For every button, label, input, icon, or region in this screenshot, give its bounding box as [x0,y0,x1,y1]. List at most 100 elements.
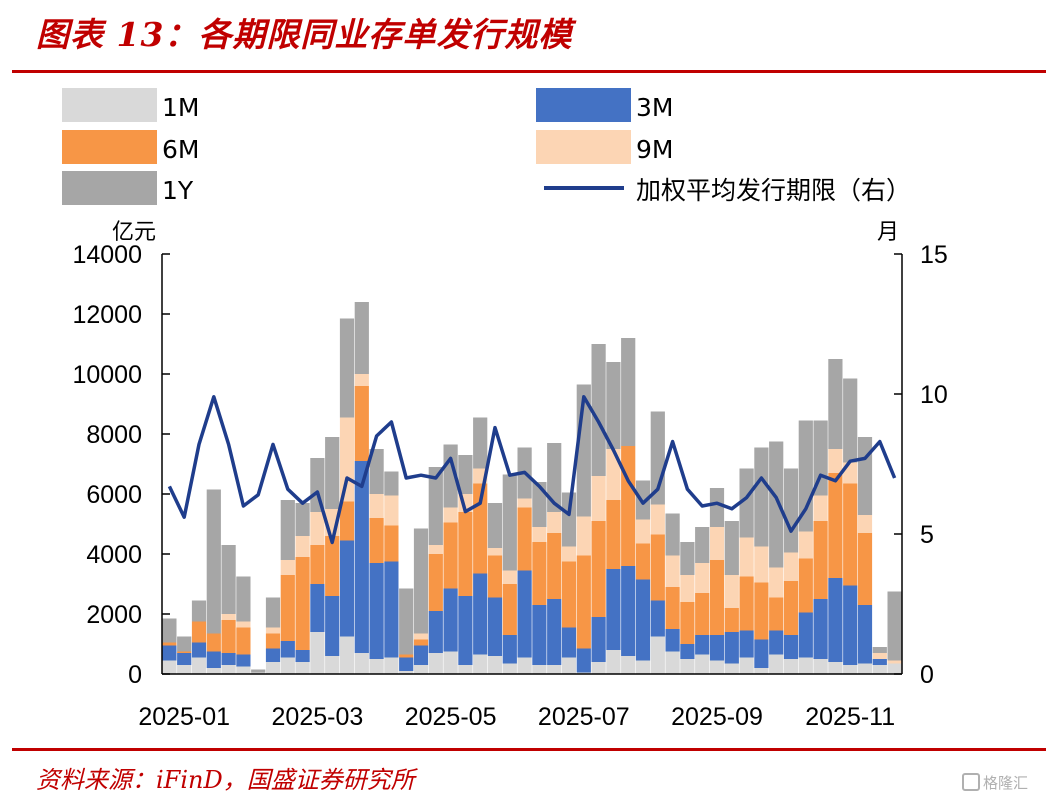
bar-6M-12 [325,536,340,596]
bar-1M-8 [265,662,281,674]
bar-3M-33 [635,579,651,661]
legend: 1M 3M 6M 9M 1Y 加权平均发行期限（右） [62,88,911,205]
bar-9M-31 [606,449,621,500]
bar-1Y-5 [221,545,236,614]
bar-6M-42 [769,597,784,631]
bar-1M-14 [354,653,369,674]
bar-1M-34 [650,636,665,674]
bar-6M-3 [191,621,207,643]
bar-6M-27 [547,533,562,599]
bar-9M-14 [354,374,369,386]
bar-9M-19 [428,545,443,554]
bar-1Y-43 [783,468,799,553]
legend-label: 1Y [162,176,194,205]
bar-1Y-48 [857,437,873,515]
bar-6M-47 [843,483,858,586]
bar-1M-21 [458,665,473,674]
bar-6M-25 [517,507,532,571]
bar-1M-12 [325,656,340,674]
bar-1Y-31 [606,362,621,449]
bar-9M-45 [813,495,828,521]
bar-6M-21 [458,512,473,596]
bar-1M-23 [487,656,503,674]
bar-3M-8 [265,648,281,662]
bar-1Y-2 [177,636,192,652]
bar-6M-11 [310,545,325,584]
legend-swatch [62,88,157,122]
bar-3M-24 [502,635,517,664]
source-rule [12,748,1046,751]
left-tick-label: 14000 [72,241,142,269]
bar-1Y-18 [413,528,429,634]
bar-3M-49 [872,659,887,665]
bar-9M-15 [369,494,384,518]
legend-swatch [62,171,157,205]
bar-3M-10 [295,650,310,662]
bar-1M-42 [769,654,784,674]
bar-1M-44 [798,657,813,674]
bar-1Y-19 [428,467,443,545]
bar-1M-9 [280,657,295,674]
bar-9M-11 [310,512,325,545]
bar-9M-10 [295,536,310,557]
bar-9M-28 [561,546,577,562]
series-6M [162,386,873,658]
bar-1M-32 [621,656,636,674]
bar-6M-28 [561,561,577,628]
bar-1Y-3 [191,600,207,622]
bar-1Y-6 [236,576,251,622]
bar-1M-17 [399,671,414,674]
bar-6M-43 [783,581,799,635]
bar-3M-3 [191,642,207,658]
bar-9M-9 [280,560,295,575]
bar-6M-30 [591,521,606,617]
bar-6M-1 [162,642,177,646]
watermark-logo-icon [962,773,980,791]
bar-9M-43 [783,552,799,581]
right-tick-label: 15 [920,241,948,269]
legend-label: 加权平均发行期限（右） [636,176,911,205]
bar-6M-20 [443,522,458,589]
bar-6M-38 [709,560,725,635]
source-note: 资料来源：iFinD，国盛证券研究所 [36,766,415,794]
bar-9M-38 [709,527,725,560]
bar-6M-24 [502,584,517,635]
bar-6M-10 [295,557,310,650]
bar-1Y-24 [502,474,517,571]
right-tick-label: 10 [920,381,948,409]
bar-3M-28 [561,627,577,658]
bar-9M-41 [754,546,769,583]
bar-1Y-14 [354,302,369,374]
bar-1M-43 [783,659,799,674]
bar-3M-26 [532,605,547,665]
bar-3M-38 [709,635,725,661]
bar-6M-18 [413,639,429,646]
bar-1M-10 [295,662,310,674]
bar-1M-2 [177,665,192,674]
bar-9M-30 [591,476,606,521]
bar-1Y-28 [561,492,577,547]
left-tick-label: 8000 [86,421,142,449]
right-axis-unit: 月 [877,220,899,245]
bar-3M-2 [177,653,192,665]
bar-1M-11 [310,632,325,674]
bar-1Y-33 [635,480,651,520]
bar-1M-1 [162,660,177,674]
bar-6M-15 [369,518,384,563]
left-tick-label: 6000 [86,481,142,509]
bar-1Y-49 [872,647,887,653]
bar-3M-34 [650,600,665,637]
bar-6M-45 [813,521,828,599]
bar-6M-5 [221,620,236,653]
legend-swatch [62,130,157,164]
bar-6M-4 [206,633,221,652]
bar-1Y-40 [739,468,754,538]
bar-1Y-30 [591,344,606,476]
series-9M [221,374,902,664]
bar-6M-32 [621,446,636,566]
bar-6M-44 [798,558,813,613]
bar-3M-44 [798,612,813,658]
bar-1Y-22 [473,417,488,469]
bar-9M-8 [265,627,281,634]
bar-1Y-1 [162,618,177,643]
